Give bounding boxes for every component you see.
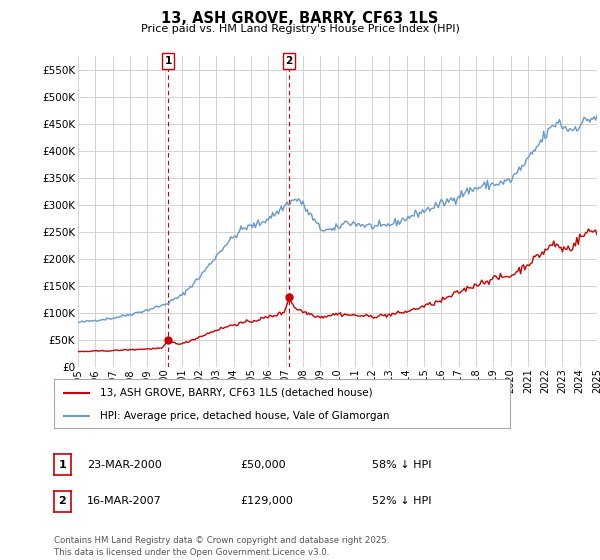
Text: 2: 2 — [59, 496, 66, 506]
Text: Contains HM Land Registry data © Crown copyright and database right 2025.
This d: Contains HM Land Registry data © Crown c… — [54, 536, 389, 557]
Text: £50,000: £50,000 — [240, 460, 286, 470]
Text: 16-MAR-2007: 16-MAR-2007 — [87, 496, 162, 506]
Text: 1: 1 — [164, 56, 172, 66]
Text: 1: 1 — [59, 460, 66, 470]
Text: 52% ↓ HPI: 52% ↓ HPI — [372, 496, 431, 506]
Text: 13, ASH GROVE, BARRY, CF63 1LS (detached house): 13, ASH GROVE, BARRY, CF63 1LS (detached… — [100, 388, 372, 398]
Text: Price paid vs. HM Land Registry's House Price Index (HPI): Price paid vs. HM Land Registry's House … — [140, 24, 460, 34]
Text: 58% ↓ HPI: 58% ↓ HPI — [372, 460, 431, 470]
Text: 23-MAR-2000: 23-MAR-2000 — [87, 460, 162, 470]
Text: HPI: Average price, detached house, Vale of Glamorgan: HPI: Average price, detached house, Vale… — [100, 411, 389, 421]
Text: 2: 2 — [286, 56, 293, 66]
Text: £129,000: £129,000 — [240, 496, 293, 506]
Text: 13, ASH GROVE, BARRY, CF63 1LS: 13, ASH GROVE, BARRY, CF63 1LS — [161, 11, 439, 26]
